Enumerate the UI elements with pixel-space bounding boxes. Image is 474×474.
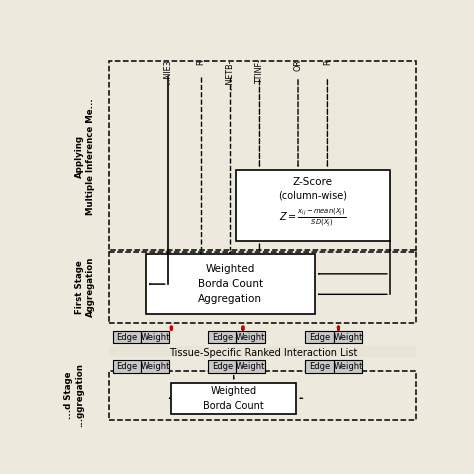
Text: Tissue-Specific Ranked Interaction List: Tissue-Specific Ranked Interaction List — [169, 347, 357, 357]
Bar — [141, 360, 169, 373]
Text: ...d Stage
...ggregation: ...d Stage ...ggregation — [64, 364, 83, 428]
Bar — [305, 360, 334, 373]
Text: Edge: Edge — [211, 362, 233, 371]
Text: Edge: Edge — [116, 332, 137, 341]
Text: Edge: Edge — [309, 332, 330, 341]
Bar — [112, 331, 141, 343]
Bar — [237, 331, 265, 343]
Bar — [109, 250, 416, 323]
Text: OR: OR — [293, 59, 302, 71]
Text: R: R — [323, 59, 332, 65]
Text: Borda Count: Borda Count — [198, 279, 263, 289]
Text: Applying
Multiple Inference Me...: Applying Multiple Inference Me... — [75, 98, 95, 215]
Bar — [305, 331, 334, 343]
Bar — [171, 383, 296, 414]
Bar — [334, 331, 362, 343]
Text: Edge: Edge — [309, 362, 330, 371]
Text: TTINF-: TTINF- — [255, 59, 264, 84]
Bar — [146, 254, 315, 314]
Text: Z-Score: Z-Score — [293, 177, 333, 187]
Text: Weight: Weight — [140, 332, 170, 341]
Bar — [236, 170, 390, 241]
Text: (column-wise): (column-wise) — [278, 190, 347, 200]
Text: Weight: Weight — [236, 332, 265, 341]
Text: Weight: Weight — [140, 362, 170, 371]
Text: ...NETB-: ...NETB- — [226, 59, 235, 91]
Text: Borda Count: Borda Count — [203, 401, 264, 410]
Bar — [109, 371, 416, 420]
Text: Edge: Edge — [116, 362, 137, 371]
Text: Weighted: Weighted — [205, 264, 255, 274]
Bar — [208, 360, 237, 373]
Text: Weighted: Weighted — [210, 386, 257, 396]
Text: Weight: Weight — [333, 362, 363, 371]
Text: R: R — [196, 59, 205, 65]
Bar — [109, 61, 416, 252]
Text: ...NIE3: ...NIE3 — [163, 59, 172, 85]
Text: $Z = \frac{x_{ij}-mean(X_j)}{SD(X_j)}$: $Z = \frac{x_{ij}-mean(X_j)}{SD(X_j)}$ — [279, 206, 346, 229]
Bar — [208, 331, 237, 343]
Bar — [334, 360, 362, 373]
Text: First Stage
Aggregation: First Stage Aggregation — [75, 256, 95, 317]
Text: Edge: Edge — [211, 332, 233, 341]
Bar — [237, 360, 265, 373]
Text: Weight: Weight — [236, 362, 265, 371]
Bar — [141, 331, 169, 343]
Text: Weight: Weight — [333, 332, 363, 341]
Text: Aggregation: Aggregation — [198, 294, 262, 304]
Bar — [109, 346, 416, 357]
Bar — [112, 360, 141, 373]
